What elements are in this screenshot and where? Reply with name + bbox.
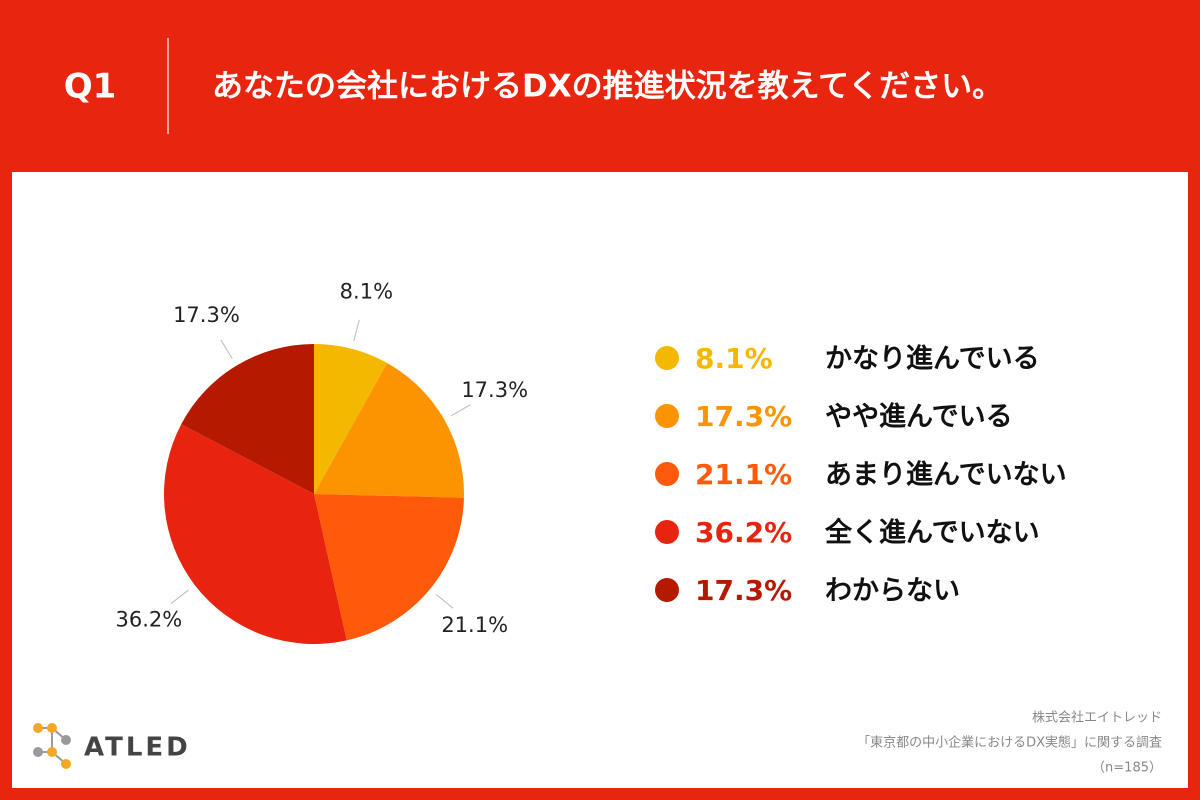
leader-line <box>353 319 360 342</box>
leader-line <box>450 404 471 417</box>
question: あなたの会社におけるDXの推進状況を教えてください。 <box>212 69 1003 105</box>
legend-dot <box>655 346 679 370</box>
question-number: Q1 <box>64 67 117 107</box>
pie-slice <box>163 424 347 645</box>
legend-dot <box>655 520 679 544</box>
legend-dot <box>655 404 679 428</box>
slice-label: 36.2% <box>115 607 182 631</box>
legend-label: かなり進んでいる <box>825 344 1040 375</box>
pie-slice <box>314 344 388 494</box>
logo-text: ATLED <box>84 733 191 763</box>
source-survey: 「東京都の中小企業におけるDX実態」に関する調査 <box>857 735 1162 751</box>
legend-label: わからない <box>825 576 960 607</box>
legend-label: あまり進んでいない <box>825 460 1067 491</box>
legend-dot <box>655 462 679 486</box>
source-sample: （n=185） <box>1092 761 1162 776</box>
slice-label: 17.3% <box>461 378 528 402</box>
legend-percent: 8.1% <box>695 342 773 375</box>
pie-chart: 8.1% 17.3% 21.1% 36.2% 17.3% <box>115 280 528 645</box>
pie-slice <box>314 494 464 641</box>
legend-percent: 21.1% <box>695 458 792 491</box>
legend-label: 全く進んでいない <box>824 517 1040 549</box>
slice-label: 17.3% <box>173 303 240 327</box>
legend: 8.1% かなり進んでいる 17.3% やや進んでいる 21.1% あまり進んでいない 36… <box>655 342 1067 607</box>
logo: ATLED <box>33 723 191 769</box>
pie-slice <box>314 363 464 498</box>
legend-label: やや進んでいる <box>825 402 1013 433</box>
legend-percent: 36.2% <box>695 516 792 549</box>
slice-label: 8.1% <box>340 280 393 304</box>
legend-dot <box>655 578 679 602</box>
legend-percent: 17.3% <box>695 574 792 607</box>
leader-line <box>170 589 189 604</box>
leader-line <box>220 339 233 360</box>
pie-slice <box>181 344 314 494</box>
source-company: 株式会社エイトレッド <box>1032 710 1162 726</box>
legend-percent: 17.3% <box>695 400 792 433</box>
leader-line <box>435 593 454 609</box>
slice-label: 21.1% <box>441 613 508 637</box>
